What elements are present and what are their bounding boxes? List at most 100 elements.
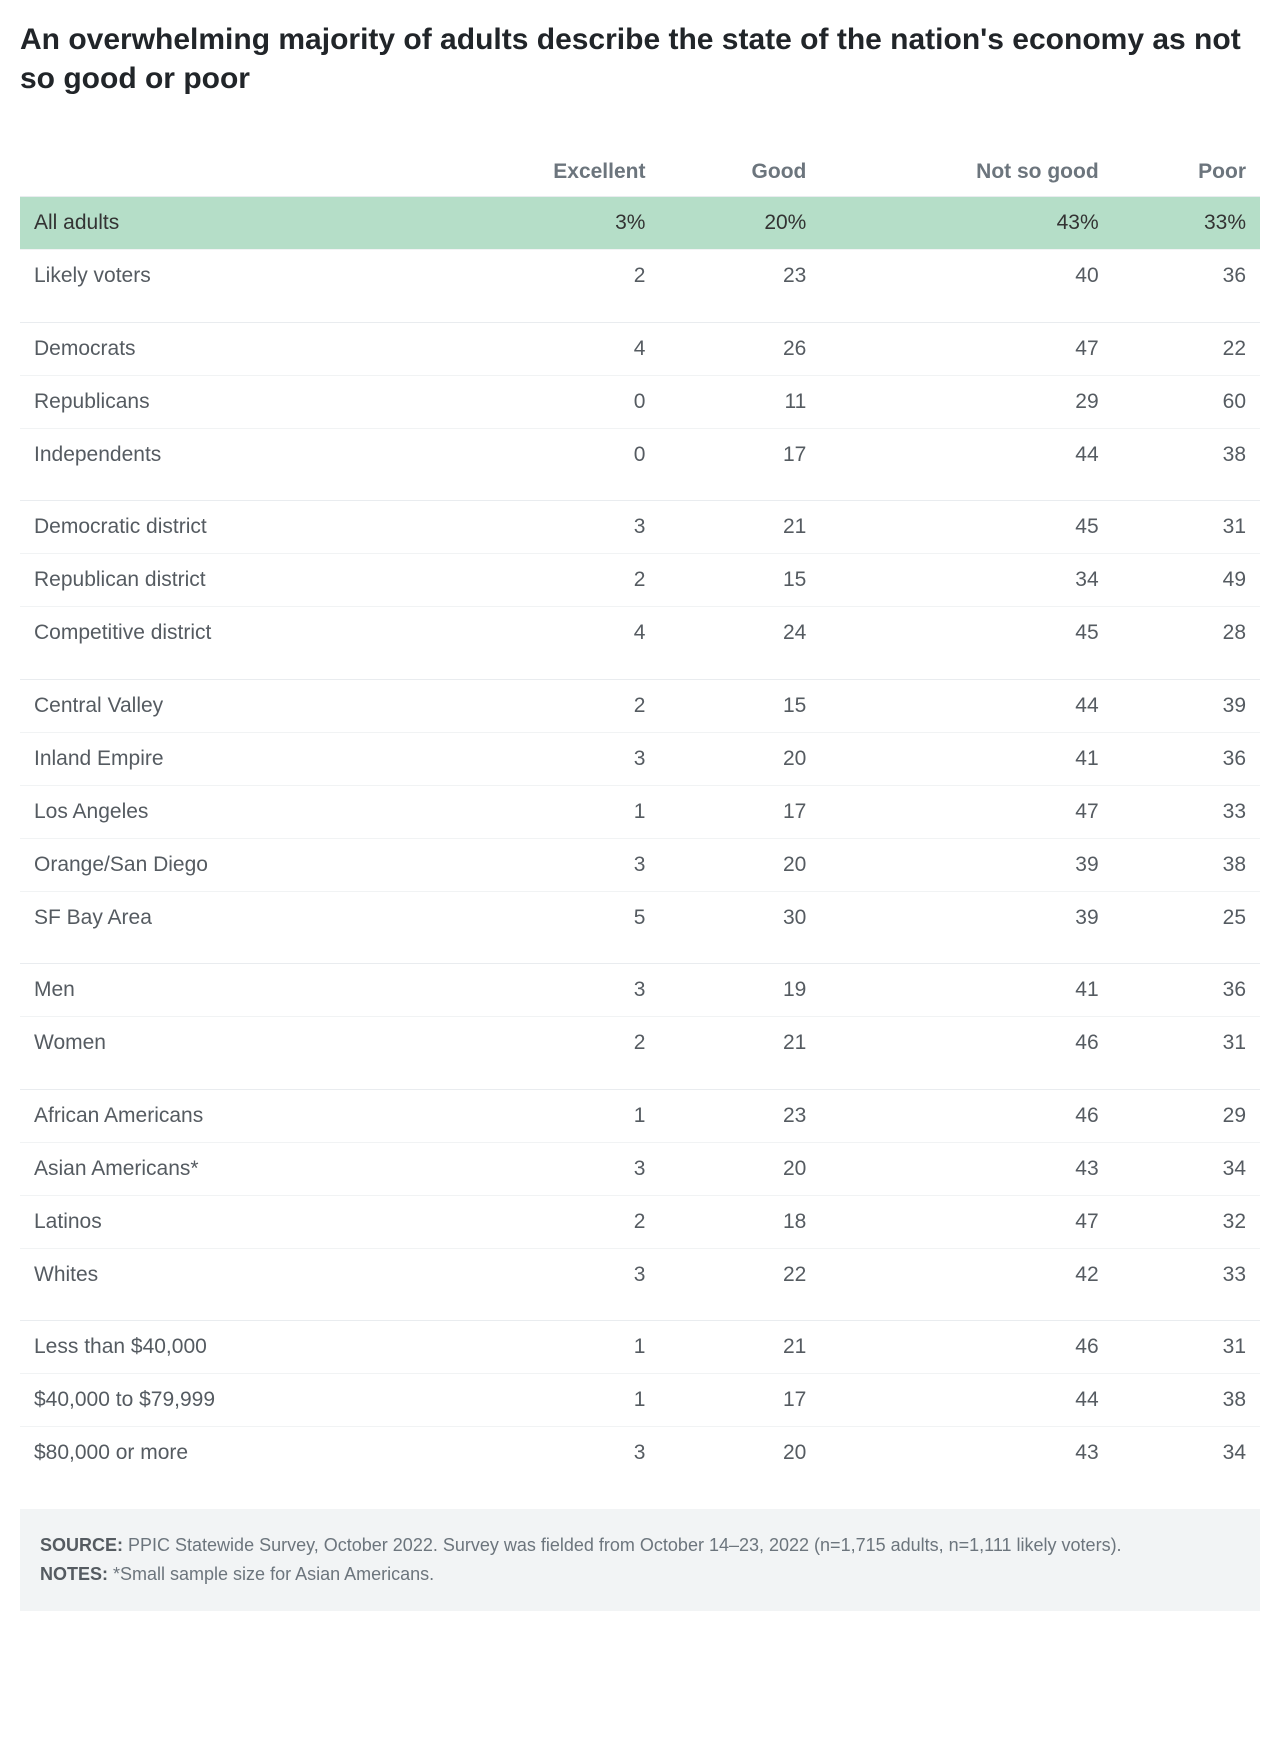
row-label: Orange/San Diego [20, 838, 426, 891]
cell-value: 33% [1113, 197, 1260, 250]
cell-value: 33 [1113, 1248, 1260, 1301]
source-text: PPIC Statewide Survey, October 2022. Sur… [123, 1535, 1122, 1555]
table-row: Likely voters2234036 [20, 250, 1260, 303]
row-label: Inland Empire [20, 732, 426, 785]
section-gap [20, 1069, 1260, 1089]
cell-value: 38 [1113, 428, 1260, 481]
cell-value: 20 [659, 838, 820, 891]
row-label: Competitive district [20, 607, 426, 660]
cell-value: 11 [659, 375, 820, 428]
footer-note: SOURCE: PPIC Statewide Survey, October 2… [20, 1509, 1260, 1611]
cell-value: 17 [659, 1374, 820, 1427]
cell-value: 47 [820, 785, 1112, 838]
cell-value: 3 [426, 501, 660, 554]
cell-value: 1 [426, 785, 660, 838]
notes-label: NOTES: [40, 1564, 108, 1584]
cell-value: 36 [1113, 732, 1260, 785]
table-row: Republican district2153449 [20, 554, 1260, 607]
cell-value: 2 [426, 1195, 660, 1248]
cell-value: 40 [820, 250, 1112, 303]
header-row: Excellent Good Not so good Poor [20, 148, 1260, 197]
row-label: Los Angeles [20, 785, 426, 838]
row-label: Men [20, 964, 426, 1017]
row-label: Central Valley [20, 679, 426, 732]
row-label: African Americans [20, 1089, 426, 1142]
cell-value: 31 [1113, 501, 1260, 554]
cell-value: 44 [820, 428, 1112, 481]
cell-value: 25 [1113, 891, 1260, 944]
section-gap [20, 302, 1260, 322]
cell-value: 23 [659, 1089, 820, 1142]
cell-value: 30 [659, 891, 820, 944]
cell-value: 3 [426, 838, 660, 891]
row-label: Republican district [20, 554, 426, 607]
row-label: Less than $40,000 [20, 1321, 426, 1374]
cell-value: 3% [426, 197, 660, 250]
row-label: Likely voters [20, 250, 426, 303]
cell-value: 34 [1113, 1427, 1260, 1480]
cell-value: 39 [820, 891, 1112, 944]
cell-value: 34 [820, 554, 1112, 607]
table-row: Republicans0112960 [20, 375, 1260, 428]
col-header-poor: Poor [1113, 148, 1260, 197]
cell-value: 43 [820, 1142, 1112, 1195]
cell-value: 39 [1113, 679, 1260, 732]
cell-value: 28 [1113, 607, 1260, 660]
cell-value: 1 [426, 1089, 660, 1142]
cell-value: 36 [1113, 964, 1260, 1017]
cell-value: 2 [426, 250, 660, 303]
cell-value: 21 [659, 1321, 820, 1374]
cell-value: 47 [820, 322, 1112, 375]
cell-value: 1 [426, 1321, 660, 1374]
row-label: Asian Americans* [20, 1142, 426, 1195]
cell-value: 3 [426, 1248, 660, 1301]
cell-value: 38 [1113, 1374, 1260, 1427]
cell-value: 45 [820, 607, 1112, 660]
table-row: Orange/San Diego3203938 [20, 838, 1260, 891]
cell-value: 3 [426, 964, 660, 1017]
cell-value: 15 [659, 679, 820, 732]
cell-value: 32 [1113, 1195, 1260, 1248]
cell-value: 17 [659, 785, 820, 838]
cell-value: 1 [426, 1374, 660, 1427]
cell-value: 36 [1113, 250, 1260, 303]
row-label: Democratic district [20, 501, 426, 554]
table-row: Independents0174438 [20, 428, 1260, 481]
cell-value: 4 [426, 322, 660, 375]
cell-value: 33 [1113, 785, 1260, 838]
data-table: Excellent Good Not so good Poor All adul… [20, 148, 1260, 1479]
row-label: Independents [20, 428, 426, 481]
cell-value: 41 [820, 964, 1112, 1017]
table-row: Democrats4264722 [20, 322, 1260, 375]
table-row: Men3194136 [20, 964, 1260, 1017]
notes-text: *Small sample size for Asian Americans. [108, 1564, 434, 1584]
chart-title: An overwhelming majority of adults descr… [20, 20, 1260, 98]
table-row: All adults3%20%43%33% [20, 197, 1260, 250]
table-row: Asian Americans*3204334 [20, 1142, 1260, 1195]
cell-value: 22 [659, 1248, 820, 1301]
col-header-notsogood: Not so good [820, 148, 1112, 197]
cell-value: 17 [659, 428, 820, 481]
table-row: African Americans1234629 [20, 1089, 1260, 1142]
cell-value: 43 [820, 1427, 1112, 1480]
table-row: $40,000 to $79,9991174438 [20, 1374, 1260, 1427]
cell-value: 43% [820, 197, 1112, 250]
cell-value: 29 [820, 375, 1112, 428]
cell-value: 2 [426, 1017, 660, 1070]
table-row: Central Valley2154439 [20, 679, 1260, 732]
cell-value: 21 [659, 1017, 820, 1070]
cell-value: 4 [426, 607, 660, 660]
table-row: SF Bay Area5303925 [20, 891, 1260, 944]
section-gap [20, 481, 1260, 501]
cell-value: 34 [1113, 1142, 1260, 1195]
row-label: Republicans [20, 375, 426, 428]
table-row: $80,000 or more3204334 [20, 1427, 1260, 1480]
col-header-good: Good [659, 148, 820, 197]
cell-value: 31 [1113, 1321, 1260, 1374]
cell-value: 44 [820, 679, 1112, 732]
row-label: Whites [20, 1248, 426, 1301]
cell-value: 3 [426, 1427, 660, 1480]
cell-value: 20 [659, 732, 820, 785]
source-label: SOURCE: [40, 1535, 123, 1555]
row-label: Latinos [20, 1195, 426, 1248]
